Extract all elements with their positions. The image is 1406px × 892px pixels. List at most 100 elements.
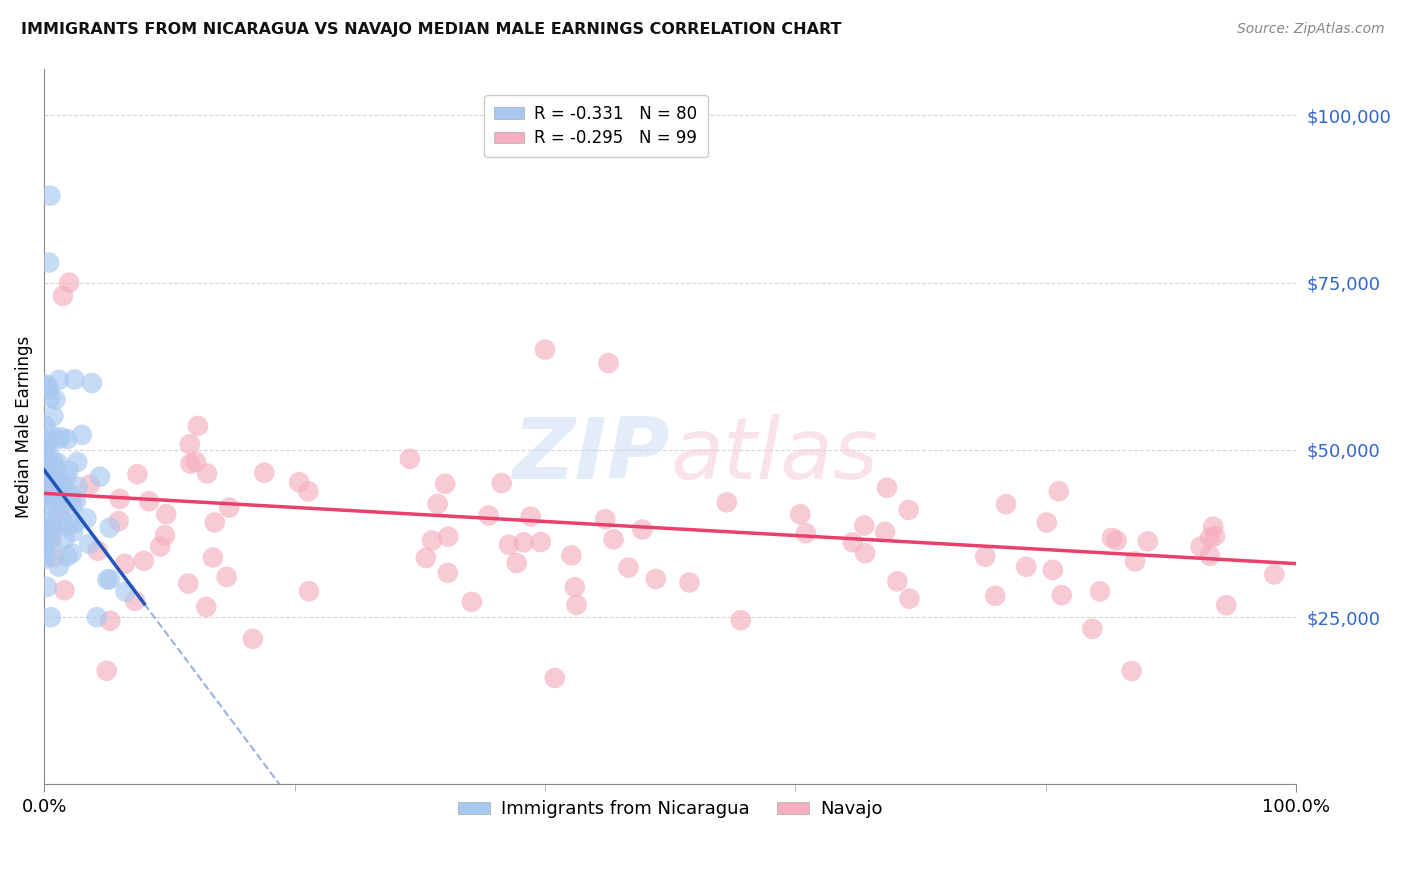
Point <box>51 513 73 527</box>
Point <box>60 546 83 560</box>
Text: atlas: atlas <box>671 414 879 497</box>
Point <box>75 511 97 525</box>
Point <box>124 593 146 607</box>
Point <box>794 526 817 541</box>
Point <box>51 487 73 501</box>
Point <box>60 499 83 513</box>
Point <box>1199 531 1222 545</box>
Legend: Immigrants from Nicaragua, Navajo: Immigrants from Nicaragua, Navajo <box>450 793 890 825</box>
Point <box>995 497 1018 511</box>
Point <box>1101 531 1123 545</box>
Point <box>298 584 321 599</box>
Point <box>195 467 218 481</box>
Point <box>1199 549 1222 563</box>
Point <box>1015 559 1038 574</box>
Point <box>595 512 617 526</box>
Point <box>35 528 58 542</box>
Point <box>63 372 86 386</box>
Point <box>513 535 536 549</box>
Point <box>617 560 640 574</box>
Point <box>853 546 876 560</box>
Point <box>37 470 59 484</box>
Point <box>1204 529 1226 543</box>
Point <box>644 572 666 586</box>
Point <box>242 632 264 646</box>
Point <box>1263 567 1285 582</box>
Point <box>58 276 80 290</box>
Point <box>478 508 501 523</box>
Point <box>138 494 160 508</box>
Point <box>96 573 118 587</box>
Point <box>434 476 457 491</box>
Point <box>107 514 129 528</box>
Point <box>63 516 86 531</box>
Point <box>1050 588 1073 602</box>
Point <box>288 475 311 490</box>
Point <box>66 455 89 469</box>
Point <box>875 524 897 539</box>
Point <box>53 583 76 598</box>
Point <box>48 373 70 387</box>
Point <box>41 538 63 552</box>
Point <box>35 434 58 448</box>
Point <box>204 516 226 530</box>
Point <box>41 453 63 467</box>
Point <box>37 439 59 453</box>
Point <box>39 483 62 498</box>
Point <box>51 493 73 508</box>
Point <box>876 481 898 495</box>
Point <box>602 533 624 547</box>
Point <box>35 549 58 564</box>
Point <box>1121 664 1143 678</box>
Point <box>420 533 443 548</box>
Point <box>39 610 62 624</box>
Point <box>505 556 527 570</box>
Point <box>42 409 65 423</box>
Point <box>215 570 238 584</box>
Point <box>886 574 908 589</box>
Point <box>1081 622 1104 636</box>
Point <box>37 530 59 544</box>
Point <box>98 520 121 534</box>
Point <box>39 427 62 442</box>
Point <box>218 500 240 515</box>
Point <box>45 392 67 407</box>
Point <box>46 491 69 506</box>
Point <box>41 524 63 539</box>
Point <box>1035 516 1057 530</box>
Point <box>716 495 738 509</box>
Point <box>37 515 59 529</box>
Point <box>89 469 111 483</box>
Point <box>58 518 80 533</box>
Point <box>51 500 73 514</box>
Point <box>98 572 121 586</box>
Point <box>789 507 811 521</box>
Point <box>77 537 100 551</box>
Point <box>897 503 920 517</box>
Point <box>34 545 56 559</box>
Point <box>1202 519 1225 533</box>
Point <box>62 524 84 539</box>
Point <box>37 451 59 466</box>
Point <box>415 551 437 566</box>
Point <box>37 379 59 393</box>
Point <box>730 613 752 627</box>
Point <box>297 484 319 499</box>
Point <box>898 591 921 606</box>
Point <box>58 464 80 478</box>
Point <box>253 466 276 480</box>
Point <box>53 532 76 546</box>
Point <box>177 576 200 591</box>
Point <box>86 610 108 624</box>
Point <box>491 476 513 491</box>
Point <box>155 507 177 521</box>
Text: Source: ZipAtlas.com: Source: ZipAtlas.com <box>1237 22 1385 37</box>
Point <box>598 356 620 370</box>
Point <box>565 598 588 612</box>
Point <box>70 428 93 442</box>
Point <box>44 461 66 475</box>
Text: IMMIGRANTS FROM NICARAGUA VS NAVAJO MEDIAN MALE EARNINGS CORRELATION CHART: IMMIGRANTS FROM NICARAGUA VS NAVAJO MEDI… <box>21 22 842 37</box>
Point <box>38 381 60 395</box>
Point <box>39 188 62 202</box>
Point <box>37 535 59 549</box>
